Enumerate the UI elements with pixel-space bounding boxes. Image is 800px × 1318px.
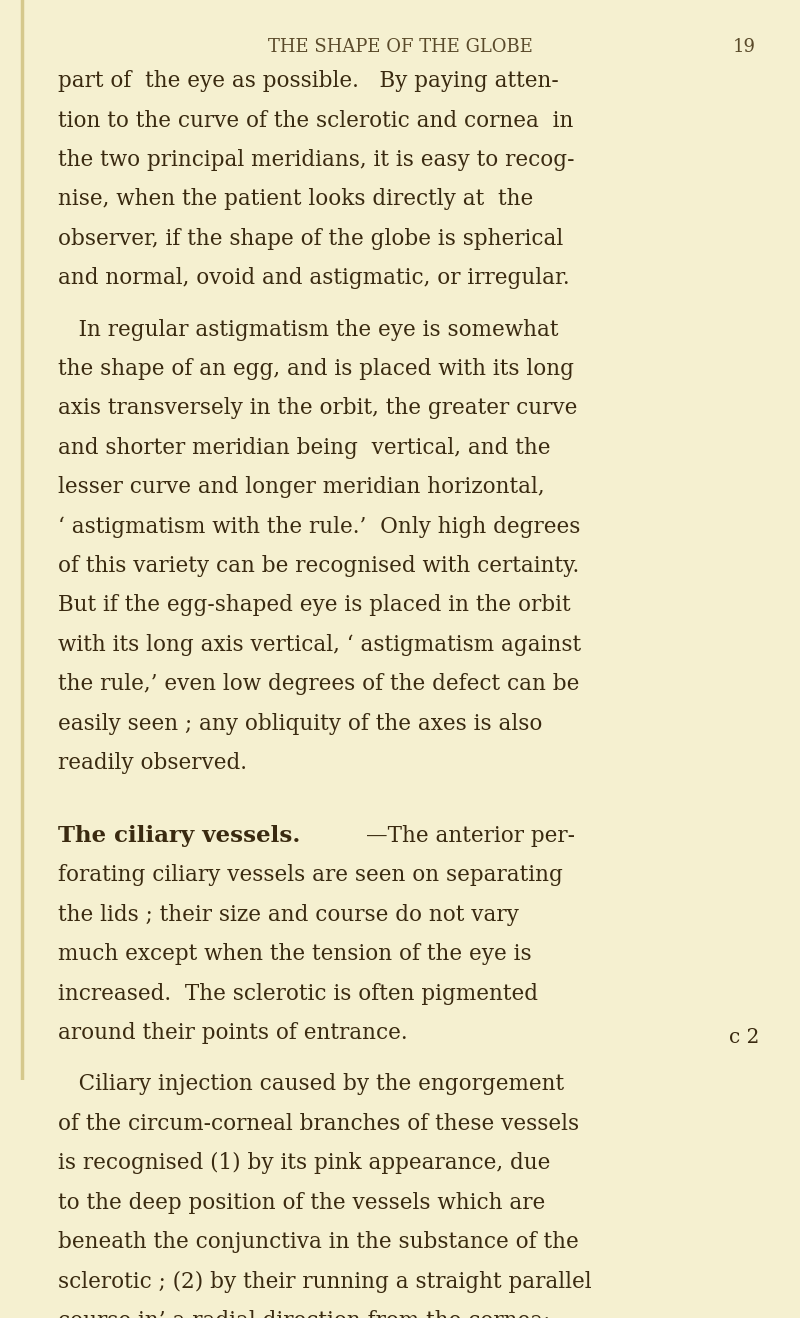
Text: —The anterior per-: —The anterior per- <box>366 825 574 847</box>
Text: with its long axis vertical, ‘ astigmatism against: with its long axis vertical, ‘ astigmati… <box>58 634 581 656</box>
Text: But if the egg-shaped eye is placed in the orbit: But if the egg-shaped eye is placed in t… <box>58 594 570 617</box>
Text: In regular astigmatism the eye is somewhat: In regular astigmatism the eye is somewh… <box>58 319 558 340</box>
Text: tion to the curve of the sclerotic and cornea  in: tion to the curve of the sclerotic and c… <box>58 109 573 132</box>
Text: Ciliary injection caused by the engorgement: Ciliary injection caused by the engorgem… <box>58 1073 564 1095</box>
Text: readily observed.: readily observed. <box>58 753 246 774</box>
Text: c 2: c 2 <box>729 1028 759 1046</box>
Text: the rule,’ even low degrees of the defect can be: the rule,’ even low degrees of the defec… <box>58 673 579 696</box>
Text: 19: 19 <box>733 38 755 55</box>
Text: forating ciliary vessels are seen on separating: forating ciliary vessels are seen on sep… <box>58 865 562 887</box>
Text: course in’ a radial direction from the cornea;: course in’ a radial direction from the c… <box>58 1310 550 1318</box>
Text: ‘ astigmatism with the rule.’  Only high degrees: ‘ astigmatism with the rule.’ Only high … <box>58 515 580 538</box>
Text: sclerotic ; (2) by their running a straight parallel: sclerotic ; (2) by their running a strai… <box>58 1271 591 1293</box>
Text: of this variety can be recognised with certainty.: of this variety can be recognised with c… <box>58 555 579 577</box>
Text: and shorter meridian being  vertical, and the: and shorter meridian being vertical, and… <box>58 436 550 459</box>
Text: observer, if the shape of the globe is spherical: observer, if the shape of the globe is s… <box>58 228 563 250</box>
Text: around their points of entrance.: around their points of entrance. <box>58 1021 407 1044</box>
Text: the lids ; their size and course do not vary: the lids ; their size and course do not … <box>58 904 518 925</box>
Text: easily seen ; any obliquity of the axes is also: easily seen ; any obliquity of the axes … <box>58 713 542 734</box>
Text: beneath the conjunctiva in the substance of the: beneath the conjunctiva in the substance… <box>58 1231 578 1253</box>
Text: the two principal meridians, it is easy to recog-: the two principal meridians, it is easy … <box>58 149 574 171</box>
Text: The ciliary vessels.: The ciliary vessels. <box>58 825 300 847</box>
Text: to the deep position of the vessels which are: to the deep position of the vessels whic… <box>58 1191 545 1214</box>
Text: and normal, ovoid and astigmatic, or irregular.: and normal, ovoid and astigmatic, or irr… <box>58 268 570 289</box>
Text: much except when the tension of the eye is: much except when the tension of the eye … <box>58 944 531 965</box>
Text: nise, when the patient looks directly at  the: nise, when the patient looks directly at… <box>58 188 533 211</box>
Text: of the circum-corneal branches of these vessels: of the circum-corneal branches of these … <box>58 1112 578 1135</box>
Text: lesser curve and longer meridian horizontal,: lesser curve and longer meridian horizon… <box>58 476 544 498</box>
Text: the shape of an egg, and is placed with its long: the shape of an egg, and is placed with … <box>58 358 574 380</box>
Text: part of  the eye as possible.   By paying atten-: part of the eye as possible. By paying a… <box>58 70 558 92</box>
Text: increased.  The sclerotic is often pigmented: increased. The sclerotic is often pigmen… <box>58 983 538 1004</box>
Text: is recognised (1) by its pink appearance, due: is recognised (1) by its pink appearance… <box>58 1152 550 1174</box>
Text: THE SHAPE OF THE GLOBE: THE SHAPE OF THE GLOBE <box>267 38 533 55</box>
Text: axis transversely in the orbit, the greater curve: axis transversely in the orbit, the grea… <box>58 397 577 419</box>
